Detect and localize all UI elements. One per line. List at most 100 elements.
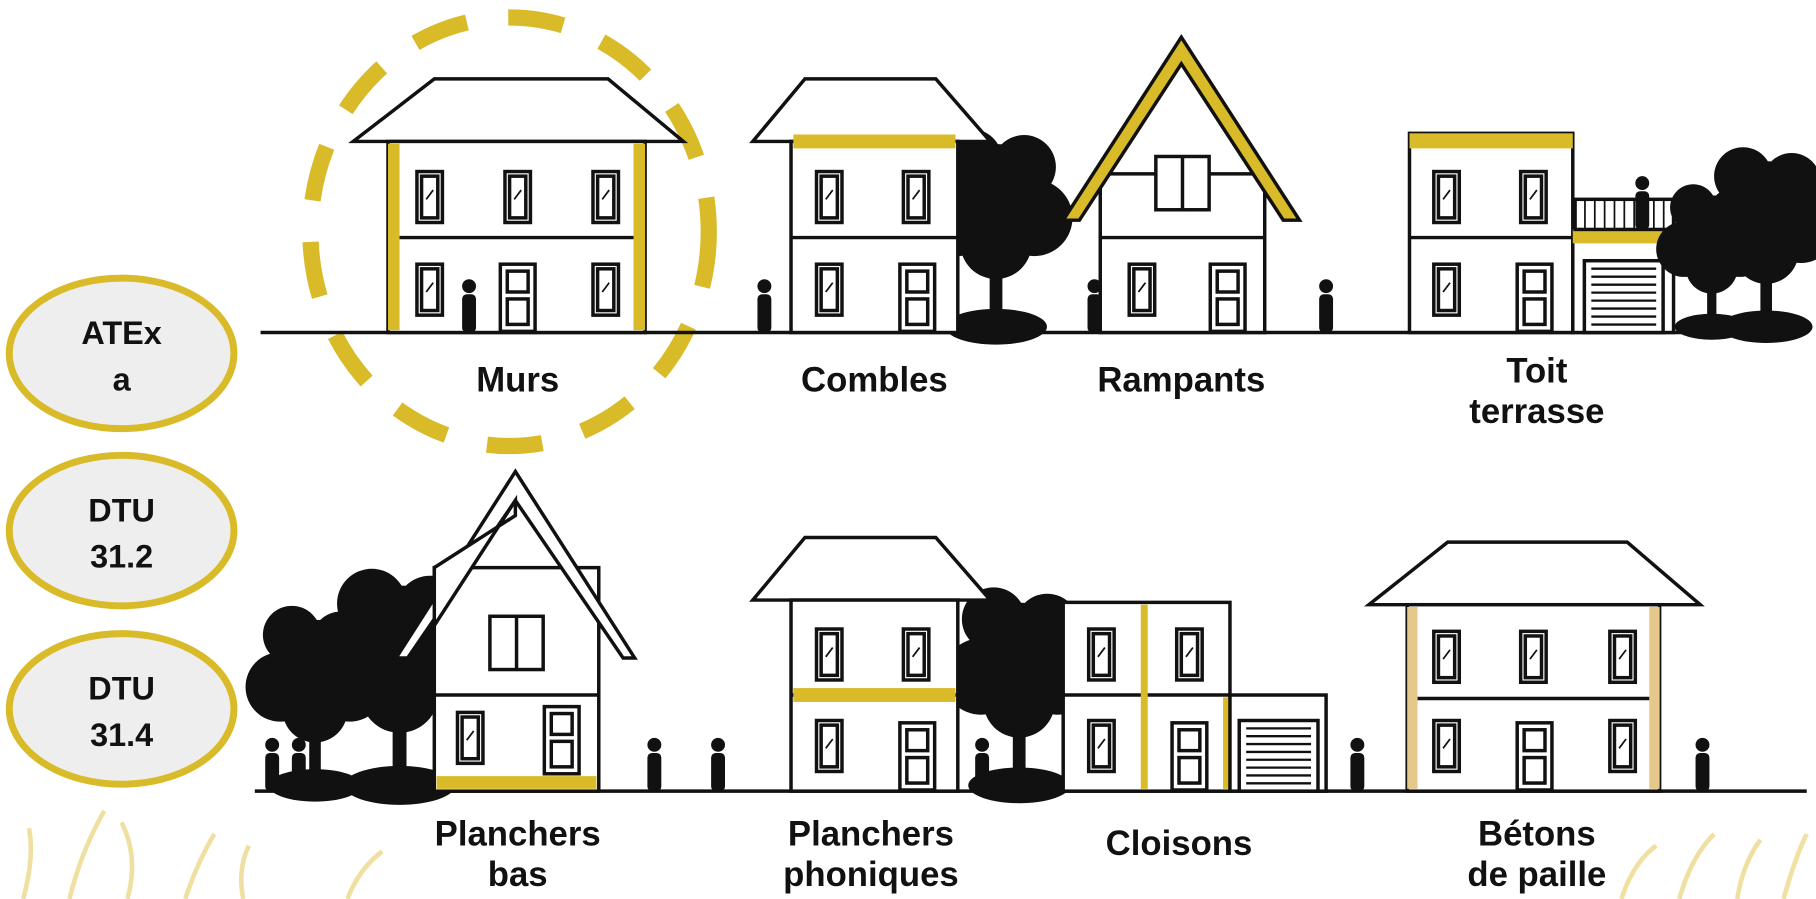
roof bbox=[353, 79, 683, 142]
window-pane bbox=[1438, 176, 1454, 218]
window-pane bbox=[1614, 725, 1630, 767]
tree-crown bbox=[992, 135, 1056, 199]
door-panel bbox=[1524, 758, 1545, 783]
person-head bbox=[1088, 279, 1102, 293]
badge-line: ATEx bbox=[81, 315, 161, 351]
person-body bbox=[1088, 294, 1102, 332]
window-pane bbox=[1525, 176, 1541, 218]
label-line: phoniques bbox=[783, 856, 959, 894]
badge-line: a bbox=[113, 361, 132, 397]
window-pane bbox=[821, 269, 837, 311]
label-line: terrasse bbox=[1469, 393, 1604, 431]
door-panel bbox=[907, 730, 928, 751]
window-pane bbox=[1438, 269, 1454, 311]
window-pane bbox=[1093, 725, 1109, 767]
house-label: Planchersphoniques bbox=[783, 816, 959, 895]
roof bbox=[753, 79, 990, 142]
insulation bbox=[1409, 133, 1572, 148]
label-line: Rampants bbox=[1097, 362, 1265, 400]
person-body bbox=[1696, 753, 1710, 791]
insulation bbox=[1407, 607, 1417, 789]
window-pane bbox=[462, 717, 478, 759]
door-panel bbox=[1524, 271, 1545, 292]
label-line: Cloisons bbox=[1106, 825, 1253, 863]
window-pane bbox=[1614, 636, 1630, 678]
insulation bbox=[1649, 607, 1659, 789]
window-pane bbox=[422, 176, 438, 218]
tree-crown bbox=[1734, 219, 1799, 284]
door-panel bbox=[1524, 299, 1545, 324]
person-head bbox=[1319, 279, 1333, 293]
person-head bbox=[1350, 738, 1364, 752]
door-panel bbox=[551, 741, 572, 766]
door-panel bbox=[507, 271, 528, 292]
person-head bbox=[1696, 738, 1710, 752]
label-line: Bétons bbox=[1478, 816, 1596, 854]
door-panel bbox=[1179, 758, 1200, 783]
person-body bbox=[462, 294, 476, 332]
house-label: Cloisons bbox=[1106, 825, 1253, 863]
person-body bbox=[292, 753, 306, 791]
label-line: bas bbox=[488, 856, 548, 894]
window-pane bbox=[422, 269, 438, 311]
door-panel bbox=[551, 714, 572, 735]
garage bbox=[1239, 721, 1318, 792]
door-panel bbox=[1217, 299, 1238, 324]
door-panel bbox=[1524, 730, 1545, 751]
house-label: Combles bbox=[801, 362, 948, 400]
window-pane bbox=[1093, 634, 1109, 676]
window-pane bbox=[598, 176, 614, 218]
window-pane bbox=[1438, 636, 1454, 678]
insulation bbox=[793, 134, 955, 148]
window-pane bbox=[821, 725, 837, 767]
label-line: Toit bbox=[1506, 352, 1568, 390]
door-panel bbox=[907, 271, 928, 292]
house-label: Murs bbox=[476, 362, 559, 400]
person-body bbox=[1350, 753, 1364, 791]
person-head bbox=[1635, 176, 1649, 190]
person-body bbox=[711, 753, 725, 791]
window-pane bbox=[1134, 269, 1150, 311]
window-pane bbox=[598, 269, 614, 311]
insulation bbox=[793, 688, 955, 702]
insulation bbox=[634, 144, 646, 330]
badge-line: DTU bbox=[88, 492, 155, 528]
window-pane bbox=[908, 634, 924, 676]
person-head bbox=[292, 738, 306, 752]
person-head bbox=[462, 279, 476, 293]
door-panel bbox=[1179, 730, 1200, 751]
house-label: Rampants bbox=[1097, 362, 1265, 400]
badge bbox=[9, 634, 234, 785]
window-pane bbox=[1525, 636, 1541, 678]
insulation bbox=[437, 776, 597, 789]
house-label: Bétonsde paille bbox=[1467, 816, 1606, 895]
label-line: Planchers bbox=[435, 816, 601, 854]
label-line: de paille bbox=[1467, 856, 1606, 894]
label-line: Combles bbox=[801, 362, 948, 400]
tree-crown bbox=[960, 208, 1031, 279]
person-head bbox=[757, 279, 771, 293]
badge-line: DTU bbox=[88, 671, 155, 707]
insulation bbox=[388, 144, 400, 330]
door-panel bbox=[907, 299, 928, 324]
roof bbox=[1369, 542, 1700, 605]
person-body bbox=[647, 753, 661, 791]
person-body bbox=[1635, 191, 1649, 229]
window-pane bbox=[908, 176, 924, 218]
tree-crown bbox=[1714, 147, 1772, 205]
badge bbox=[9, 278, 234, 429]
person-body bbox=[757, 294, 771, 332]
scene: Murs Combles Rampants Toitterrasse Planchers… bbox=[0, 0, 1816, 899]
roof bbox=[753, 538, 990, 601]
window-pane bbox=[821, 634, 837, 676]
tree-crown bbox=[263, 606, 321, 664]
badge bbox=[9, 455, 234, 606]
bush bbox=[945, 309, 1047, 345]
bush bbox=[1720, 311, 1813, 343]
window-pane bbox=[821, 176, 837, 218]
person-body bbox=[1319, 294, 1333, 332]
door-panel bbox=[507, 299, 528, 324]
tree-crown bbox=[337, 569, 406, 638]
page: Murs Combles Rampants Toitterrasse Planchers… bbox=[0, 0, 1816, 899]
